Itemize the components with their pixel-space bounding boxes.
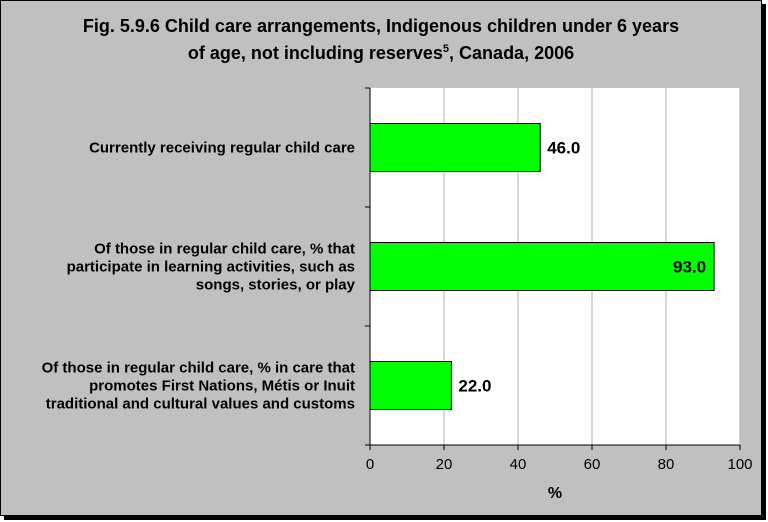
title-line-2: of age, not including reserves5, Canada,… [1,38,761,65]
category-label: Of those in regular child care, % in car… [42,360,355,377]
data-label: 46.0 [547,139,580,158]
title-superscript: 5 [442,43,450,55]
x-tick-label: 0 [366,456,374,473]
category-label: Of those in regular child care, % that [94,241,355,258]
data-label: 22.0 [458,377,491,396]
x-axis-label: % [548,485,562,502]
category-label: traditional and cultural values and cust… [46,396,355,413]
category-label: songs, stories, or play [196,277,356,294]
category-label: Currently receiving regular child care [89,140,355,157]
x-tick-label: 80 [658,456,675,473]
title-line-2-prefix: of age, not including reserves [187,43,443,63]
chart-title: Fig. 5.9.6 Child care arrangements, Indi… [1,15,761,65]
bar [369,242,715,291]
x-tick-label: 40 [510,456,527,473]
title-line-1: Fig. 5.9.6 Child care arrangements, Indi… [82,16,680,36]
title-line-2-suffix: , Canada, 2006 [449,43,575,63]
bar [369,361,452,410]
x-tick-label: 20 [436,456,453,473]
bar [369,123,541,172]
x-tick-label: 100 [727,456,752,473]
data-label: 93.0 [673,258,706,277]
x-tick-label: 60 [584,456,601,473]
category-label: promotes First Nations, Métis or Inuit [89,378,355,395]
category-label: participate in learning activities, such… [67,259,355,276]
